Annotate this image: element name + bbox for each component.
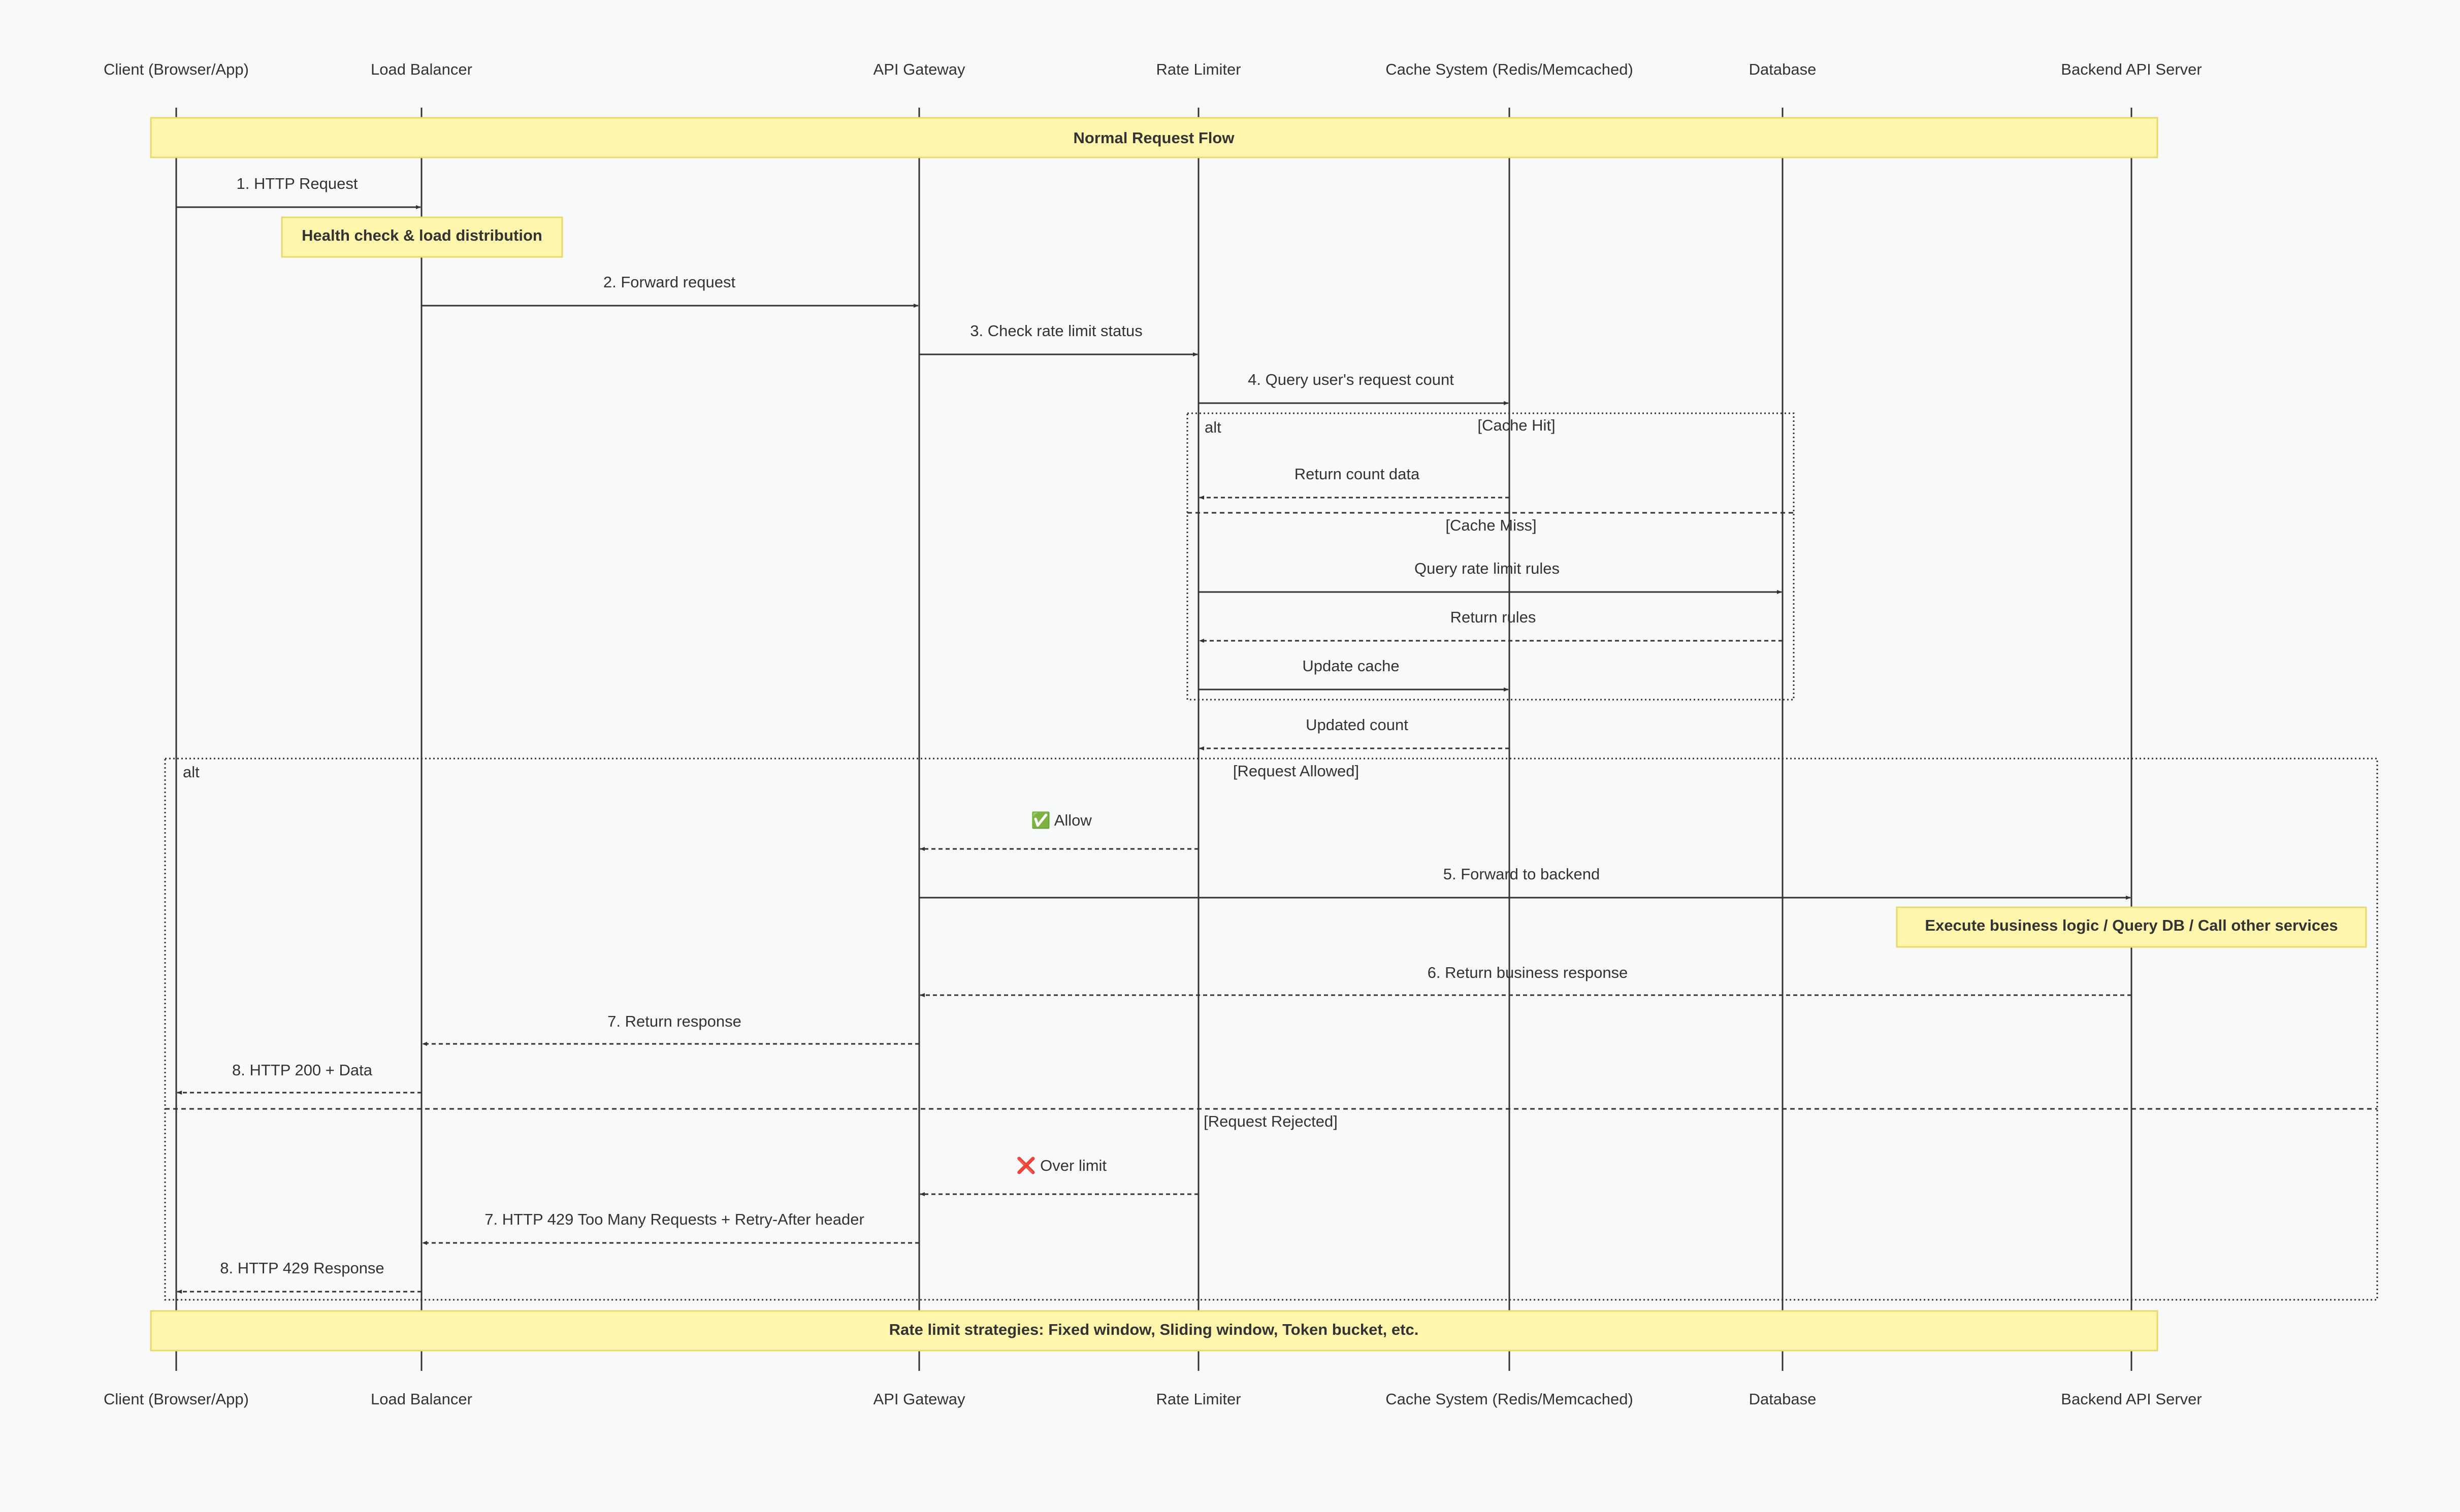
msg-http-request-label: 1. HTTP Request (237, 175, 358, 192)
note-normal-request-flow-box (150, 117, 2158, 158)
msg-return-response-label: 7. Return response (607, 1012, 741, 1030)
participant-load-balancer-top: Load Balancer (371, 60, 472, 78)
msg-check-rate-limit: 3. Check rate limit status (919, 322, 1198, 356)
note-rate-limit-strategies-box (150, 1310, 2158, 1352)
msg-update-cache: Update cache (1199, 657, 1509, 692)
fragment-cache-hit-condition: [Cache Hit] (1477, 416, 1555, 434)
msg-forward-to-backend: 5. Forward to backend (919, 865, 2131, 900)
fragment-cache-alt: alt [Cache Hit] [Cache Miss] (1186, 412, 1795, 701)
msg-return-count-data-label: Return count data (1294, 465, 1420, 483)
note-rate-limit-strategies-text: Rate limit strategies: Fixed window, Sli… (889, 1321, 1419, 1338)
fragment-request-allowed-condition: [Request Allowed] (1233, 762, 1359, 780)
msg-return-rules: Return rules (1199, 608, 1783, 643)
participant-backend-top: Backend API Server (2061, 60, 2202, 78)
lifelines (175, 108, 2132, 1371)
msg-forward-request-label: 2. Forward request (603, 273, 736, 291)
participant-load-balancer-bottom: Load Balancer (371, 1390, 472, 1408)
participant-cache-top: Cache System (Redis/Memcached) (1385, 60, 1633, 78)
msg-forward-request: 2. Forward request (422, 273, 919, 308)
participant-database-bottom: Database (1749, 1390, 1817, 1408)
fragment-request-alt-box (164, 758, 2378, 1301)
msg-return-rules-label: Return rules (1450, 608, 1536, 626)
participant-cache-bottom: Cache System (Redis/Memcached) (1385, 1390, 1633, 1408)
fragment-request-alt-keyword: alt (183, 763, 200, 781)
participant-backend-bottom: Backend API Server (2061, 1390, 2202, 1408)
msg-http-200: 8. HTTP 200 + Data (177, 1061, 422, 1095)
note-normal-request-flow: Normal Request Flow (150, 117, 2158, 158)
participant-client-bottom: Client (Browser/App) (104, 1390, 249, 1408)
note-normal-request-flow-text: Normal Request Flow (1074, 129, 1235, 147)
note-business-logic-text: Execute business logic / Query DB / Call… (1925, 916, 2338, 934)
msg-updated-count: Updated count (1199, 716, 1509, 750)
msg-return-business-response-label: 6. Return business response (1428, 964, 1628, 981)
note-business-logic-box (1896, 906, 2367, 948)
participant-database-top: Database (1749, 60, 1817, 78)
msg-http-429-too-many-requests-label: 7. HTTP 429 Too Many Requests + Retry-Af… (484, 1210, 864, 1228)
note-rate-limit-strategies: Rate limit strategies: Fixed window, Sli… (150, 1310, 2158, 1352)
note-health-check-text: Health check & load distribution (302, 226, 542, 244)
msg-over-limit-label: ❌ Over limit (1016, 1156, 1107, 1175)
participant-api-gateway-top: API Gateway (873, 60, 965, 78)
fragment-cache-miss-condition: [Cache Miss] (1445, 516, 1536, 534)
fragment-cache-alt-keyword: alt (1205, 418, 1221, 436)
msg-updated-count-label: Updated count (1306, 716, 1408, 734)
msg-update-cache-label: Update cache (1302, 657, 1399, 675)
participant-rate-limiter-bottom: Rate Limiter (1156, 1390, 1241, 1408)
msg-return-business-response: 6. Return business response (920, 964, 2131, 997)
msg-return-count-data: Return count data (1199, 465, 1509, 500)
msg-allow: ✅ Allow (920, 811, 1199, 851)
fragment-request-alt: alt [Request Allowed] [Request Rejected] (164, 758, 2378, 1301)
msg-http-429-response: 8. HTTP 429 Response (177, 1259, 422, 1294)
participant-api-gateway-bottom: API Gateway (873, 1390, 965, 1408)
participants-top: Client (Browser/App) Load Balancer API G… (104, 60, 2202, 78)
msg-over-limit: ❌ Over limit (920, 1156, 1199, 1196)
msg-query-rate-limit-rules: Query rate limit rules (1199, 560, 1782, 594)
note-health-check: Health check & load distribution (281, 216, 563, 258)
msg-forward-to-backend-label: 5. Forward to backend (1443, 865, 1600, 883)
msg-http-429-response-label: 8. HTTP 429 Response (220, 1259, 384, 1277)
msg-query-rate-limit-rules-label: Query rate limit rules (1414, 560, 1560, 577)
msg-return-response: 7. Return response (422, 1012, 919, 1046)
participant-client-top: Client (Browser/App) (104, 60, 249, 78)
msg-http-request: 1. HTTP Request (176, 175, 421, 209)
participant-rate-limiter-top: Rate Limiter (1156, 60, 1241, 78)
msg-check-rate-limit-label: 3. Check rate limit status (970, 322, 1142, 340)
msg-http-200-label: 8. HTTP 200 + Data (232, 1061, 373, 1079)
participants-bottom: Client (Browser/App) Load Balancer API G… (104, 1390, 2202, 1408)
msg-query-request-count: 4. Query user's request count (1199, 371, 1509, 405)
msg-query-request-count-label: 4. Query user's request count (1248, 371, 1454, 388)
note-business-logic: Execute business logic / Query DB / Call… (1896, 906, 2367, 948)
note-health-check-box (281, 216, 563, 258)
msg-http-429-too-many-requests: 7. HTTP 429 Too Many Requests + Retry-Af… (422, 1210, 919, 1245)
fragment-cache-alt-box (1186, 412, 1795, 701)
msg-allow-label: ✅ Allow (1031, 811, 1092, 829)
fragment-request-rejected-condition: [Request Rejected] (1204, 1112, 1338, 1130)
